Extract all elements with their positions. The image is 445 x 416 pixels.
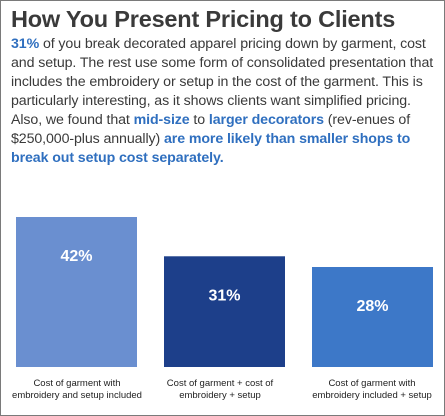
category-label-1: Cost of garment with embroidery and setup… <box>12 378 142 401</box>
data-label-2: 31% <box>208 287 240 304</box>
category-label-2: Cost of garment + cost of embroidery + se… <box>167 378 274 401</box>
page-title: How You Present Pricing to Clients <box>11 6 396 32</box>
body-text-segment: (rev-enues of $250,000-plus annually) <box>11 112 411 147</box>
bar-3 <box>312 267 433 367</box>
highlight-mid-size: mid-size <box>133 112 190 128</box>
bar-2 <box>164 256 285 367</box>
data-label-1: 42% <box>60 248 92 265</box>
highlight-conclusion: are more likely than smaller shops to br… <box>11 131 411 166</box>
body-text-segment: of you break decorated apparel pricing d… <box>11 36 434 128</box>
category-label-3: Cost of garment with embroidery included … <box>312 378 432 401</box>
highlight-larger-decorators: larger decorators <box>208 112 324 128</box>
body-text: 31% of you break decorated apparel prici… <box>11 35 439 168</box>
highlight-31-percent: 31% <box>11 36 40 52</box>
bar-1 <box>16 217 137 367</box>
data-label-3: 28% <box>356 298 388 315</box>
body-text-segment: to <box>189 112 209 128</box>
bar-chart: 42% Cost of garment with embroidery and se… <box>12 217 433 401</box>
